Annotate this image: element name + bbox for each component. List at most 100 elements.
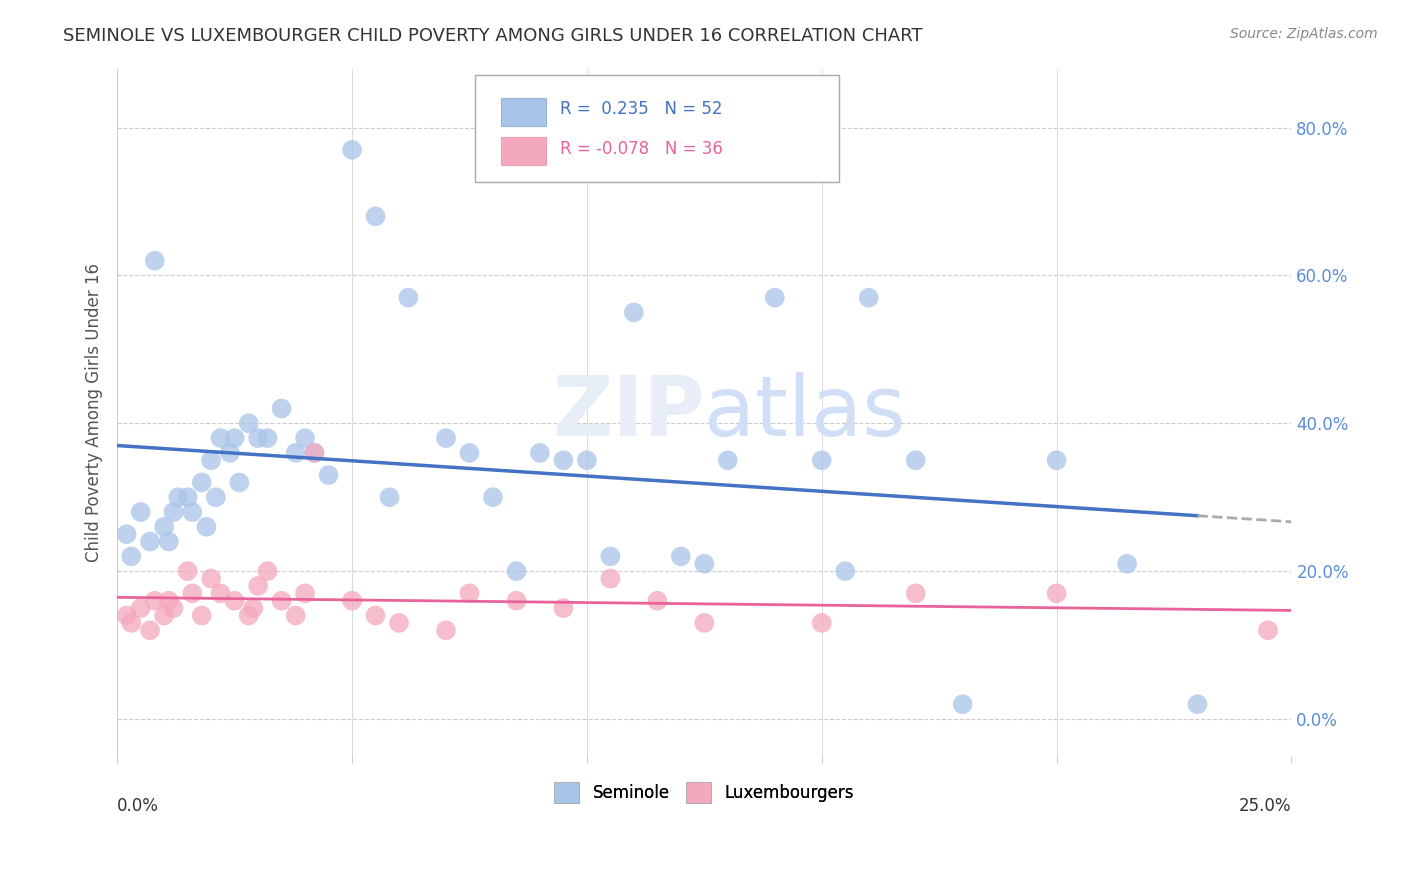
Point bbox=[284, 608, 307, 623]
Point bbox=[190, 475, 212, 490]
Point bbox=[115, 527, 138, 541]
Point bbox=[434, 624, 457, 638]
Point bbox=[553, 601, 575, 615]
Text: Source: ZipAtlas.com: Source: ZipAtlas.com bbox=[1230, 27, 1378, 41]
Point bbox=[378, 490, 401, 504]
Point bbox=[256, 564, 278, 578]
Point bbox=[205, 490, 228, 504]
Point bbox=[224, 593, 246, 607]
Point bbox=[904, 586, 927, 600]
Text: 0.0%: 0.0% bbox=[117, 797, 159, 814]
Point bbox=[153, 520, 176, 534]
Legend: Seminole, Luxembourgers: Seminole, Luxembourgers bbox=[548, 776, 860, 809]
Point bbox=[396, 291, 419, 305]
Point bbox=[364, 210, 387, 224]
Point bbox=[693, 615, 716, 630]
Point bbox=[129, 505, 152, 519]
Point bbox=[176, 490, 198, 504]
Point bbox=[834, 564, 856, 578]
Point bbox=[505, 593, 527, 607]
Point bbox=[304, 446, 326, 460]
Point bbox=[181, 586, 204, 600]
Point bbox=[219, 446, 242, 460]
Point bbox=[247, 431, 270, 445]
Point bbox=[157, 534, 180, 549]
Text: R =  0.235   N = 52: R = 0.235 N = 52 bbox=[560, 100, 723, 118]
Point bbox=[1045, 586, 1067, 600]
Point bbox=[176, 564, 198, 578]
Point bbox=[120, 549, 142, 564]
Text: ZIP: ZIP bbox=[551, 372, 704, 453]
Point bbox=[162, 505, 184, 519]
Point bbox=[858, 291, 880, 305]
FancyBboxPatch shape bbox=[475, 76, 839, 182]
Point bbox=[143, 593, 166, 607]
Point bbox=[340, 143, 363, 157]
Point bbox=[157, 593, 180, 607]
Point bbox=[763, 291, 786, 305]
Point bbox=[717, 453, 740, 467]
Point bbox=[458, 586, 481, 600]
Point bbox=[599, 549, 621, 564]
Point bbox=[810, 615, 832, 630]
Point bbox=[340, 593, 363, 607]
Point bbox=[388, 615, 411, 630]
Point bbox=[599, 572, 621, 586]
Point bbox=[669, 549, 692, 564]
Point bbox=[242, 601, 264, 615]
Point bbox=[1187, 697, 1209, 711]
Point bbox=[810, 453, 832, 467]
Point bbox=[139, 624, 162, 638]
Point bbox=[200, 453, 222, 467]
Point bbox=[647, 593, 669, 607]
Point bbox=[167, 490, 190, 504]
Point bbox=[228, 475, 250, 490]
Point bbox=[224, 431, 246, 445]
Point bbox=[623, 305, 645, 319]
Point bbox=[143, 253, 166, 268]
Point bbox=[209, 431, 232, 445]
Point bbox=[1116, 557, 1139, 571]
Point bbox=[153, 608, 176, 623]
Point bbox=[1257, 624, 1279, 638]
Point bbox=[1045, 453, 1067, 467]
Point bbox=[120, 615, 142, 630]
Point bbox=[693, 557, 716, 571]
Point bbox=[364, 608, 387, 623]
Point bbox=[270, 593, 292, 607]
FancyBboxPatch shape bbox=[501, 97, 546, 126]
Point bbox=[553, 453, 575, 467]
Point bbox=[284, 446, 307, 460]
Y-axis label: Child Poverty Among Girls Under 16: Child Poverty Among Girls Under 16 bbox=[86, 263, 103, 562]
Point bbox=[129, 601, 152, 615]
Point bbox=[318, 468, 340, 483]
Point bbox=[505, 564, 527, 578]
Point bbox=[529, 446, 551, 460]
Point bbox=[181, 505, 204, 519]
Point bbox=[434, 431, 457, 445]
Text: atlas: atlas bbox=[704, 372, 905, 453]
Point bbox=[294, 586, 316, 600]
Point bbox=[304, 446, 326, 460]
Point bbox=[575, 453, 598, 467]
Point bbox=[195, 520, 218, 534]
Point bbox=[256, 431, 278, 445]
Point bbox=[190, 608, 212, 623]
Point bbox=[247, 579, 270, 593]
Point bbox=[200, 572, 222, 586]
Text: R = -0.078   N = 36: R = -0.078 N = 36 bbox=[560, 140, 723, 158]
Text: SEMINOLE VS LUXEMBOURGER CHILD POVERTY AMONG GIRLS UNDER 16 CORRELATION CHART: SEMINOLE VS LUXEMBOURGER CHILD POVERTY A… bbox=[63, 27, 922, 45]
FancyBboxPatch shape bbox=[501, 137, 546, 165]
Point bbox=[952, 697, 974, 711]
Point bbox=[270, 401, 292, 416]
Point bbox=[238, 608, 260, 623]
Point bbox=[209, 586, 232, 600]
Point bbox=[139, 534, 162, 549]
Text: 25.0%: 25.0% bbox=[1239, 797, 1292, 814]
Point bbox=[482, 490, 505, 504]
Point bbox=[458, 446, 481, 460]
Point bbox=[238, 417, 260, 431]
Point bbox=[162, 601, 184, 615]
Point bbox=[904, 453, 927, 467]
Point bbox=[115, 608, 138, 623]
